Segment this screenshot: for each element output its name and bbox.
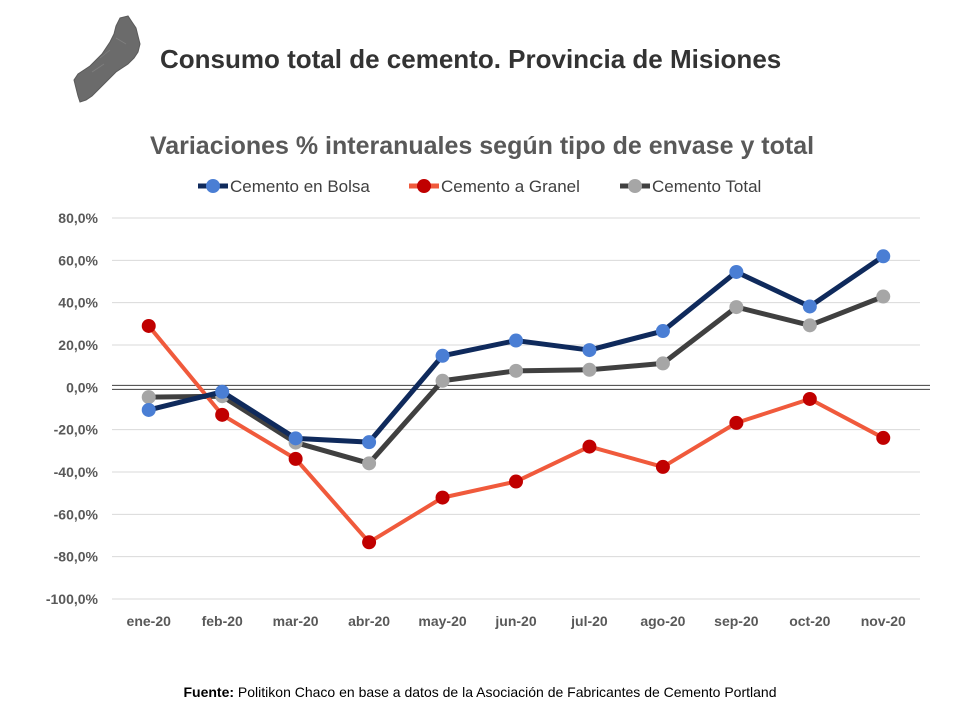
data-point — [215, 407, 230, 422]
data-point — [582, 343, 597, 358]
data-point — [655, 324, 670, 339]
data-point — [362, 456, 377, 471]
legend-label: Cemento Total — [652, 177, 761, 196]
source-note: Fuente: Politikon Chaco en base a datos … — [0, 684, 960, 700]
data-point — [655, 356, 670, 371]
series-2 — [141, 289, 891, 471]
data-point — [729, 300, 744, 315]
series-1 — [141, 318, 891, 550]
source-label: Fuente: — [183, 684, 235, 700]
data-point — [729, 415, 744, 430]
x-tick-label: jun-20 — [494, 613, 536, 629]
data-point — [729, 264, 744, 279]
series-line — [147, 324, 885, 545]
source-text: Politikon Chaco en base a datos de la As… — [234, 684, 777, 700]
x-tick-label: jul-20 — [570, 613, 608, 629]
data-point — [509, 474, 523, 489]
data-point — [582, 439, 597, 454]
data-point — [215, 384, 230, 399]
series-layer — [141, 249, 891, 550]
legend-label: Cemento en Bolsa — [230, 177, 370, 196]
y-tick-label: -100,0% — [46, 591, 99, 607]
legend-marker — [628, 179, 642, 193]
data-point — [582, 362, 597, 377]
y-tick-label: 20,0% — [58, 337, 98, 353]
data-point — [362, 435, 377, 450]
y-tick-label: -60,0% — [54, 506, 99, 522]
x-tick-label: nov-20 — [861, 613, 906, 629]
page-title: Consumo total de cemento. Provincia de M… — [160, 44, 782, 74]
y-tick-label: -40,0% — [54, 464, 99, 480]
x-tick-label: sep-20 — [714, 613, 759, 629]
data-point — [876, 289, 891, 304]
data-point — [141, 318, 156, 333]
y-tick-label: 80,0% — [58, 210, 98, 226]
misiones-map-icon — [73, 15, 141, 103]
data-point — [509, 363, 523, 378]
data-point — [141, 402, 156, 417]
x-axis-ticks: ene-20 feb-20 mar-20 abr-20 may-20 jun-20 jul-… — [127, 613, 907, 629]
y-tick-label: 0,0% — [66, 379, 98, 395]
data-point — [509, 333, 523, 348]
y-tick-label: 40,0% — [58, 295, 98, 311]
legend-item: Cemento a Granel — [409, 177, 580, 196]
data-point — [362, 535, 377, 550]
y-tick-label: -80,0% — [54, 549, 99, 565]
series-line — [148, 254, 885, 445]
x-tick-label: mar-20 — [273, 613, 319, 629]
legend-label: Cemento a Granel — [441, 177, 580, 196]
data-point — [802, 318, 817, 333]
data-point — [435, 490, 450, 505]
x-tick-label: ene-20 — [127, 613, 172, 629]
data-point — [435, 348, 450, 363]
data-point — [141, 390, 156, 405]
chart-title: Variaciones % interanuales según tipo de… — [150, 132, 814, 160]
data-point — [802, 391, 817, 406]
gridlines — [112, 217, 930, 600]
data-point — [876, 430, 891, 445]
x-tick-label: oct-20 — [789, 613, 830, 629]
x-tick-label: abr-20 — [348, 613, 390, 629]
data-point — [435, 373, 450, 388]
data-point — [876, 249, 891, 264]
legend-marker — [417, 179, 431, 193]
data-point — [288, 451, 303, 466]
chart-legend: Cemento en Bolsa Cemento a Granel Cemento … — [198, 177, 761, 196]
data-point — [655, 459, 670, 474]
y-tick-label: 60,0% — [58, 252, 98, 268]
y-tick-label: -20,0% — [54, 422, 99, 438]
x-tick-label: ago-20 — [640, 613, 685, 629]
data-point — [288, 431, 303, 446]
legend-item: Cemento Total — [620, 177, 761, 196]
legend-item: Cemento en Bolsa — [198, 177, 370, 196]
x-tick-label: may-20 — [418, 613, 466, 629]
line-chart: Variaciones % interanuales según tipo de… — [46, 132, 930, 629]
y-axis-ticks: -100,0% -80,0% -60,0% -40,0% -20,0% 0,0% 20,0%… — [46, 210, 99, 607]
series-0 — [141, 249, 891, 450]
legend-marker — [206, 179, 220, 193]
x-tick-label: feb-20 — [202, 613, 243, 629]
data-point — [802, 299, 817, 314]
